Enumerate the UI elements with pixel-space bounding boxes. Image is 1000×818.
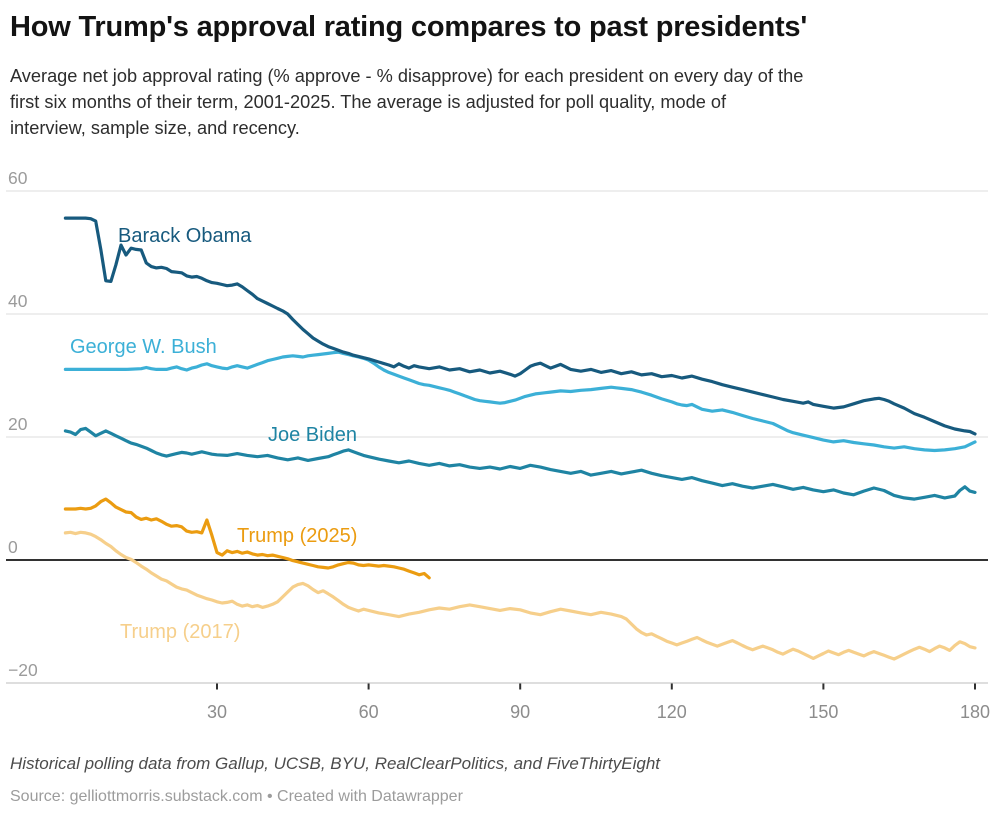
chart-subtitle-line: first six months of their term, 2001-202…	[10, 92, 727, 112]
series-label-trump-2025: Trump (2025)	[237, 525, 357, 547]
x-axis-tick-label: 60	[359, 702, 379, 722]
series-line-trump-2025	[63, 497, 431, 580]
approval-line-chart: 60 40 20 0 −20 30 60 90 120 150 180 Barack Obama Geo…	[6, 168, 990, 722]
chart-notes: Historical polling data from Gallup, UCS…	[10, 754, 661, 773]
series-line-joe-biden	[63, 426, 977, 501]
chart-subtitle-line: Average net job approval rating (% appro…	[10, 66, 804, 86]
series-label-joe-biden: Joe Biden	[268, 424, 357, 446]
y-axis-tick-label: 60	[8, 168, 28, 188]
series-label-trump-2017: Trump (2017)	[120, 621, 240, 643]
series-line-trump-2017	[63, 530, 977, 661]
y-axis-tick-label: 0	[8, 537, 18, 557]
x-axis-tick-label: 150	[808, 702, 838, 722]
chart-title: How Trump's approval rating compares to …	[10, 11, 808, 43]
x-axis-tick-label: 90	[510, 702, 530, 722]
y-axis-tick-label: 20	[8, 414, 28, 434]
series-line-george-w-bush	[63, 350, 977, 453]
x-axis-tick-label: 120	[657, 702, 687, 722]
series-label-george-w-bush: George W. Bush	[70, 336, 217, 358]
chart-subtitle: Average net job approval rating (% appro…	[10, 63, 995, 141]
x-axis-tick-label: 180	[960, 702, 990, 722]
chart-subtitle-line: interview, sample size, and recency.	[10, 118, 300, 138]
y-axis-tick-label: −20	[8, 660, 38, 680]
chart-source-line: Source: gelliottmorris.substack.com • Cr…	[10, 788, 463, 805]
series-label-barack-obama: Barack Obama	[118, 225, 252, 247]
series-line-barack-obama	[63, 216, 977, 436]
x-axis-tick-label: 30	[207, 702, 227, 722]
y-axis-tick-label: 40	[8, 291, 28, 311]
